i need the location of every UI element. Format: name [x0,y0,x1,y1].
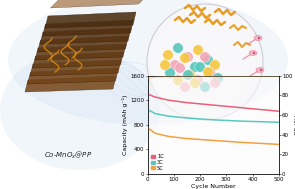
Circle shape [147,4,263,120]
Polygon shape [30,60,121,76]
Circle shape [185,70,195,80]
Ellipse shape [8,0,288,125]
Polygon shape [45,12,136,28]
Ellipse shape [249,50,257,56]
Circle shape [195,62,205,72]
Circle shape [210,78,220,88]
Polygon shape [42,20,134,36]
Circle shape [193,45,203,55]
Y-axis label: Capacity (mAh g⁻¹): Capacity (mAh g⁻¹) [122,94,128,155]
Polygon shape [40,28,131,44]
Circle shape [180,53,190,63]
Circle shape [165,68,175,78]
Circle shape [170,60,180,70]
Circle shape [205,68,215,78]
Polygon shape [37,36,129,52]
Circle shape [258,37,260,39]
Circle shape [200,82,210,92]
Circle shape [200,52,210,62]
Circle shape [190,78,200,88]
Legend: 1C, 3C, 5C: 1C, 3C, 5C [150,154,165,171]
Circle shape [213,73,223,83]
Circle shape [253,52,255,54]
Circle shape [163,50,173,60]
Ellipse shape [0,50,160,170]
Circle shape [160,60,170,70]
Polygon shape [25,76,116,92]
Polygon shape [27,68,119,84]
Circle shape [173,43,183,53]
Ellipse shape [256,67,264,73]
Circle shape [260,69,262,71]
Circle shape [183,52,193,62]
Ellipse shape [254,36,262,40]
Circle shape [180,82,190,92]
Circle shape [173,75,183,85]
Circle shape [193,75,203,85]
Polygon shape [35,44,126,60]
Y-axis label: CE (%): CE (%) [294,114,295,135]
Circle shape [203,55,213,65]
Circle shape [183,70,193,80]
Circle shape [151,15,251,115]
Circle shape [175,63,185,73]
Polygon shape [50,0,153,8]
Text: Co-MnO$_x$@PP: Co-MnO$_x$@PP [44,149,92,161]
Circle shape [210,60,220,70]
Polygon shape [32,52,124,68]
Circle shape [203,67,213,77]
X-axis label: Cycle Number: Cycle Number [191,184,235,189]
Circle shape [190,62,200,72]
